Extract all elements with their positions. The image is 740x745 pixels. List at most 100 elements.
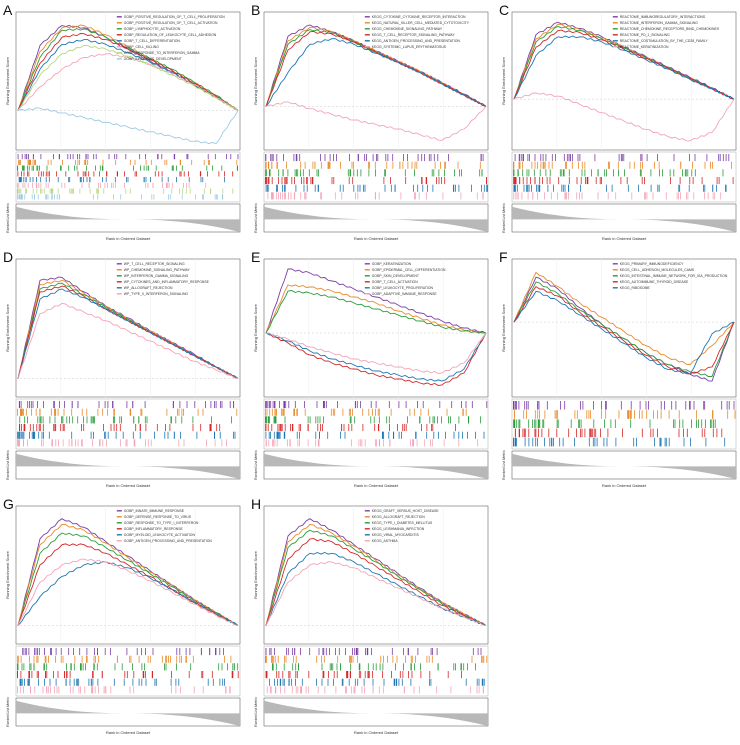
hit-mark	[543, 161, 545, 169]
hit-mark	[411, 655, 413, 663]
hit-mark	[18, 159, 19, 165]
hit-mark	[132, 401, 134, 409]
hit-mark	[513, 437, 514, 447]
hit-mark	[305, 686, 307, 694]
hit-mark	[601, 177, 602, 185]
hit-mark	[701, 419, 703, 428]
hit-mark	[200, 171, 202, 177]
hit-mark	[19, 194, 21, 200]
hit-mark	[277, 424, 279, 432]
hit-mark	[332, 408, 334, 416]
hit-mark	[519, 154, 520, 162]
hit-mark	[349, 655, 350, 663]
hit-mark	[205, 182, 207, 188]
hit-mark	[23, 177, 25, 183]
hit-mark	[97, 648, 98, 656]
hit-mark	[206, 439, 207, 447]
hit-mark	[65, 171, 67, 177]
hit-mark	[53, 671, 54, 679]
es-curve	[265, 38, 487, 107]
hit-mark	[124, 171, 125, 177]
hit-mark	[155, 165, 157, 171]
hit-mark	[70, 663, 72, 671]
x-axis-label: Rank in Ordered Dataset	[602, 483, 647, 488]
hit-mark	[113, 678, 115, 686]
hit-mark	[71, 188, 73, 194]
hit-mark	[81, 439, 82, 447]
hit-mark	[670, 177, 671, 185]
hit-mark	[513, 177, 514, 185]
hit-mark	[304, 408, 306, 416]
hit-mark	[141, 648, 142, 656]
hit-mark	[266, 416, 268, 424]
hit-mark	[48, 655, 49, 663]
hit-mark	[22, 182, 24, 188]
hit-mark	[22, 165, 24, 171]
hit-mark	[519, 419, 521, 428]
hit-mark	[40, 188, 41, 194]
legend-entry: GOBP_POSITIVE_REGULATION_OF_T_CELL_PROLI…	[124, 15, 225, 19]
hit-mark	[114, 416, 115, 424]
hit-mark	[295, 671, 297, 679]
hit-mark	[455, 663, 456, 671]
hit-mark	[734, 410, 736, 419]
hit-mark	[522, 169, 524, 177]
hit-mark	[286, 177, 288, 185]
hit-mark	[30, 159, 32, 165]
hit-mark	[620, 177, 622, 185]
hit-mark	[458, 416, 460, 424]
hit-mark	[686, 192, 687, 200]
es-plot-frame	[263, 11, 489, 151]
hit-mark	[303, 184, 305, 192]
hit-mark	[327, 431, 329, 439]
hit-mark	[289, 439, 291, 447]
hit-mark	[546, 177, 548, 185]
hit-mark	[111, 182, 112, 188]
hit-mark	[426, 424, 428, 432]
hit-mark	[68, 165, 70, 171]
hit-mark	[68, 648, 70, 656]
hit-mark	[179, 648, 181, 656]
hit-mark	[80, 686, 81, 694]
hit-mark	[581, 161, 583, 169]
hit-mark	[20, 159, 21, 165]
hit-mark	[139, 431, 141, 439]
hit-mark	[726, 401, 728, 410]
hit-mark	[105, 686, 106, 694]
hit-mark	[97, 408, 99, 416]
hit-mark	[18, 194, 20, 200]
hit-mark	[366, 648, 368, 656]
hit-mark	[181, 194, 183, 200]
hit-mark	[531, 184, 532, 192]
hit-mark	[633, 437, 635, 447]
hit-mark	[141, 194, 142, 200]
hit-mark	[215, 648, 216, 656]
hit-mark	[223, 648, 224, 656]
hit-mark	[84, 171, 86, 177]
hit-mark	[39, 165, 40, 171]
hit-mark	[352, 177, 354, 185]
hit-mark	[437, 154, 439, 162]
hit-mark	[383, 177, 385, 185]
hit-mark	[368, 408, 370, 416]
hit-mark	[436, 177, 437, 185]
hit-mark	[29, 431, 30, 439]
hit-mark	[104, 182, 106, 188]
hit-mark	[376, 439, 377, 447]
hit-mark	[551, 154, 553, 162]
hit-mark	[173, 154, 175, 160]
hit-mark	[361, 686, 363, 694]
hit-mark	[428, 655, 430, 663]
hit-mark	[366, 154, 367, 162]
hit-mark	[367, 648, 369, 656]
hit-mark	[285, 655, 287, 663]
hit-mark	[37, 401, 38, 409]
hit-mark	[125, 439, 127, 447]
hit-mark	[534, 419, 536, 428]
hit-mark	[277, 431, 279, 439]
hit-mark	[265, 184, 267, 192]
hit-mark	[368, 169, 370, 177]
hit-mark	[687, 192, 689, 200]
hit-mark	[274, 416, 276, 424]
hit-mark	[168, 182, 170, 188]
